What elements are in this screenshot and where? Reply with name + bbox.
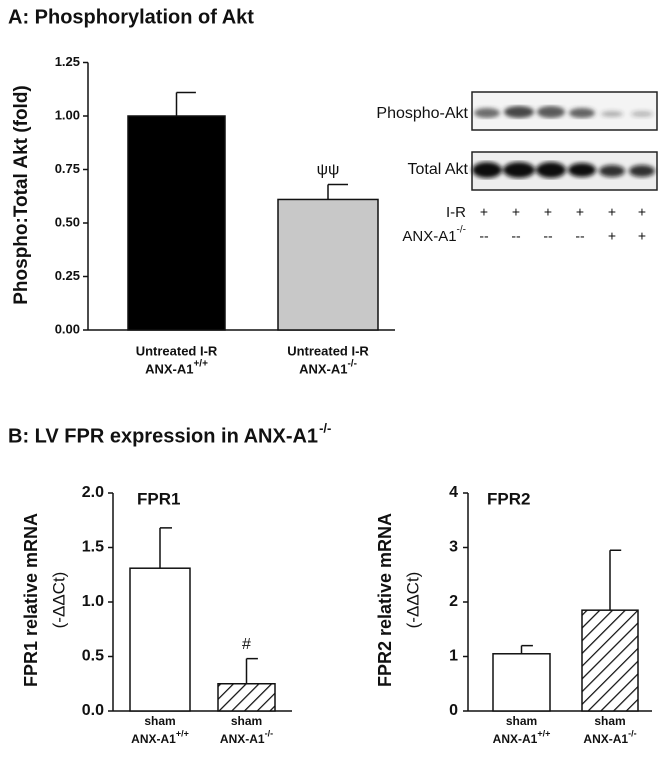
bar-annotation: # <box>242 636 251 653</box>
chart-title: FPR2 <box>487 489 530 508</box>
blot-row-label: I-R <box>446 204 466 221</box>
x-tick-label: Untreated I-R <box>287 343 369 358</box>
blot-band-label: Phospho-Akt <box>376 105 468 122</box>
blot-lane-sign: + <box>638 228 646 244</box>
x-tick-label: ANX-A1 <box>220 732 265 746</box>
blot-lane-sign: + <box>608 228 616 244</box>
blot-lane-sign: + <box>512 204 520 220</box>
error-bar <box>159 527 172 569</box>
y-tick-label: 3 <box>449 539 458 556</box>
error-bar <box>175 91 196 116</box>
blot-image <box>471 91 658 191</box>
x-tick-label-sup: -/- <box>347 359 356 370</box>
y-tick-label: 0 <box>449 702 458 719</box>
x-tick-label: ANX-A1 <box>145 361 193 376</box>
x-tick-label: sham <box>144 714 175 728</box>
x-tick-label: ANX-A1 <box>131 732 176 746</box>
x-tick-label-sup: +/+ <box>176 728 189 738</box>
error-bar <box>245 657 258 684</box>
blot-lane-sign: -- <box>479 228 489 244</box>
panel-title: B: LV FPR expression in ANX-A1 <box>8 425 318 447</box>
x-tick-label: sham <box>506 714 537 728</box>
error-bar <box>520 644 533 654</box>
x-tick-label-sup: +/+ <box>537 728 550 738</box>
y-tick-label: 0.5 <box>82 648 104 665</box>
blot-lane-sign: + <box>576 204 584 220</box>
blot-row-sup: -/- <box>457 225 466 236</box>
bar <box>129 567 191 712</box>
y-tick-label: 1.00 <box>55 107 80 122</box>
x-tick-label: ANX-A1 <box>299 361 347 376</box>
blot-lane-sign: -- <box>543 228 553 244</box>
blot-lane-sign: + <box>480 204 488 220</box>
bar <box>492 653 551 712</box>
y-axis-label: FPR2 relative mRNA <box>375 513 395 687</box>
blot-row-label: ANX-A1 <box>402 228 456 245</box>
x-tick-label-sup: +/+ <box>193 359 208 370</box>
y-tick-label: 1.0 <box>82 593 104 610</box>
y-tick-label: 0.00 <box>55 321 80 336</box>
blot-lane-sign: -- <box>575 228 585 244</box>
bar <box>217 683 276 712</box>
bar <box>127 115 226 331</box>
y-tick-label: 1 <box>449 648 458 665</box>
x-tick-label-sup: -/- <box>628 728 637 738</box>
x-tick-label-sup: -/- <box>265 728 274 738</box>
y-axis-label: (-ΔΔCt) <box>403 572 422 629</box>
y-axis-label: Phospho:Total Akt (fold) <box>11 85 32 305</box>
y-axis-label: FPR1 relative mRNA <box>21 513 41 687</box>
y-tick-label: 2.0 <box>82 484 104 501</box>
error-bar <box>609 549 622 611</box>
blot-lane-sign: + <box>544 204 552 220</box>
y-tick-label: 0.0 <box>82 702 104 719</box>
y-tick-label: 0.25 <box>55 268 80 283</box>
y-axis-label: (-ΔΔCt) <box>49 572 68 629</box>
x-tick-label: Untreated I-R <box>136 343 218 358</box>
x-tick-label: ANX-A1 <box>493 732 538 746</box>
bar-annotation: ψψ <box>317 162 340 179</box>
bar <box>277 198 379 331</box>
error-bar <box>327 183 348 200</box>
y-tick-label: 1.25 <box>55 54 80 69</box>
blot-lane-sign: + <box>638 204 646 220</box>
x-tick-label: sham <box>231 714 262 728</box>
blot-lane-sign: -- <box>511 228 521 244</box>
y-tick-label: 4 <box>449 484 458 501</box>
y-tick-label: 0.75 <box>55 161 80 176</box>
bar <box>581 609 639 712</box>
chart-title: FPR1 <box>137 489 180 508</box>
blot-lane-sign: + <box>608 204 616 220</box>
y-tick-label: 0.50 <box>55 214 80 229</box>
blot-band-label: Total Akt <box>408 161 469 178</box>
y-tick-label: 1.5 <box>82 539 104 556</box>
y-tick-label: 2 <box>449 593 458 610</box>
x-tick-label: ANX-A1 <box>583 732 628 746</box>
chart-title: A: Phosphorylation of Akt <box>8 6 254 28</box>
panel-title-sup: -/- <box>319 420 331 435</box>
x-tick-label: sham <box>594 714 625 728</box>
